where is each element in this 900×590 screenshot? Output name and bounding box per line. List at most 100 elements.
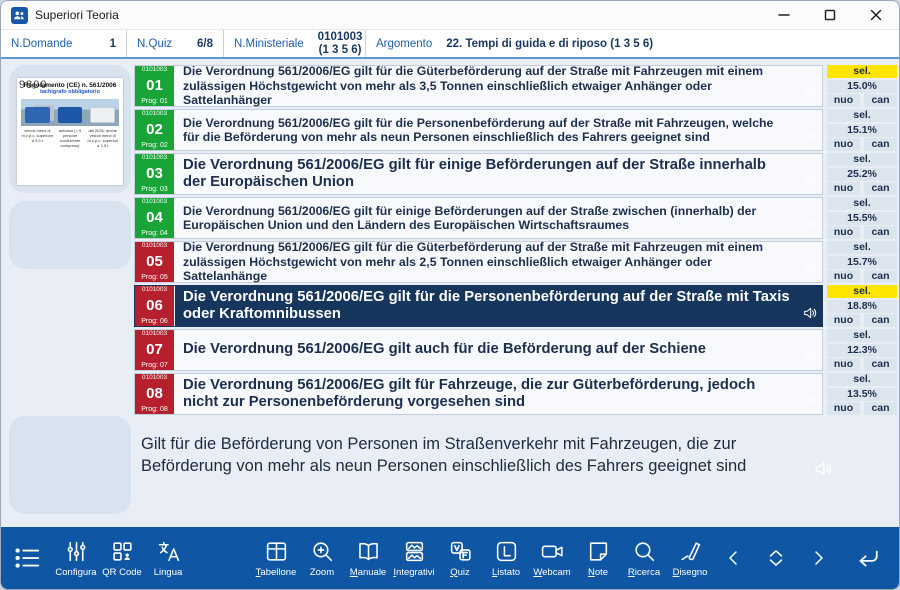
question-number: 04 (146, 209, 163, 227)
lingua-button[interactable]: Lingua (145, 539, 191, 578)
question-number: 02 (146, 121, 163, 139)
question-row[interactable]: 0101003 08 Prog: 08 Die Verordnung 561/2006… (134, 373, 823, 415)
speaker-icon[interactable] (798, 330, 822, 370)
toolbar-label: Quiz (450, 566, 470, 578)
sel-button[interactable]: sel. (827, 153, 897, 166)
image-title: Regolamento (CE) n. 561/2006 (23, 82, 117, 89)
field-value: 0101003 (1 3 5 6) (317, 30, 363, 56)
answer-speaker-icon[interactable] (813, 459, 833, 484)
can-button[interactable]: can (864, 402, 897, 415)
percentage: 15.7% (827, 255, 897, 269)
question-prog: Prog: 02 (141, 142, 168, 149)
manuale-button[interactable]: Integrativi Manuale (345, 539, 391, 578)
question-badge: 0101003 03 Prog: 03 (135, 154, 175, 194)
nuo-button[interactable]: nuo (827, 94, 860, 107)
sel-button[interactable]: sel. (827, 65, 897, 78)
percentage: 15.5% (827, 211, 897, 225)
nuo-button[interactable]: nuo (827, 138, 860, 151)
speaker-icon[interactable] (798, 110, 822, 150)
nuo-button[interactable]: nuo (827, 358, 860, 371)
can-button[interactable]: can (864, 94, 897, 107)
toolbar-label: Lingua (153, 566, 183, 578)
can-button[interactable]: can (864, 358, 897, 371)
sel-button[interactable]: sel. (827, 241, 897, 254)
question-stats: sel. 15.7% nuo can (827, 241, 897, 283)
speaker-icon[interactable] (798, 198, 822, 238)
nuo-button[interactable]: nuo (827, 270, 860, 283)
question-badge: 0101003 08 Prog: 08 (135, 374, 175, 414)
speaker-icon[interactable] (798, 66, 822, 106)
question-stats: sel. 25.2% nuo can (827, 153, 897, 195)
sel-button[interactable]: sel. (827, 373, 897, 386)
question-text: Die Verordnung 561/2006/EG gilt für eini… (183, 156, 766, 190)
question-image-card[interactable]: 9800 Regolamento (CE) n. 561/2006 tachig… (9, 65, 131, 193)
toolbar-label: Zoom (309, 566, 335, 578)
close-button[interactable] (853, 1, 899, 29)
tabellone-button[interactable]: Tabellone (253, 539, 299, 578)
percentage: 25.2% (827, 167, 897, 181)
maximize-button[interactable] (807, 1, 853, 29)
sel-button[interactable]: sel. (827, 285, 897, 298)
quiz-button[interactable]: Quiz (437, 539, 483, 578)
table-icon (266, 541, 286, 561)
question-row[interactable]: 0101003 04 Prog: 04 Die Verordnung 561/2006… (134, 197, 823, 239)
disegno-button[interactable]: Disegno (667, 539, 713, 578)
question-text: Die Verordnung 561/2006/EG gilt für die … (183, 64, 764, 108)
question-badge: 0101003 04 Prog: 04 (135, 198, 175, 238)
qr-code-button[interactable]: QR Code (99, 539, 145, 578)
can-button[interactable]: can (864, 270, 897, 283)
speaker-icon[interactable] (798, 154, 822, 194)
sel-button[interactable]: sel. (827, 329, 897, 342)
next-button[interactable] (797, 546, 839, 570)
question-row[interactable]: 0101003 07 Prog: 07 Die Verordnung 561/2006… (134, 329, 823, 371)
ricerca-button[interactable]: Ricerca (621, 539, 667, 578)
title-bar: Superiori Teoria (1, 1, 899, 29)
nuo-button[interactable]: nuo (827, 182, 860, 195)
sel-button[interactable]: sel. (827, 109, 897, 122)
can-button[interactable]: can (864, 182, 897, 195)
question-number: 05 (146, 253, 163, 271)
toolbar-label: Manuale (349, 566, 387, 578)
note-button[interactable]: Note (575, 539, 621, 578)
pen-draw-icon (680, 541, 700, 560)
configura-button[interactable]: Configura (53, 539, 99, 578)
nuo-button[interactable]: nuo (827, 226, 860, 239)
speaker-icon[interactable] (798, 286, 822, 326)
percentage: 18.8% (827, 299, 897, 313)
answer-text: Gilt für die Beförderung von Personen im… (141, 435, 747, 476)
question-text: Die Verordnung 561/2006/EG gilt für die … (183, 288, 790, 322)
webcam-icon (541, 545, 563, 557)
listato-button[interactable]: Listato (483, 539, 529, 578)
scroll-updown-button[interactable] (755, 545, 797, 571)
field-n-domande: N.Domande 1 (1, 30, 126, 57)
sel-button[interactable]: sel. (827, 197, 897, 210)
speaker-icon[interactable] (798, 242, 822, 282)
return-arrow-icon (859, 550, 878, 567)
field-value: 22. Tempi di guida e di riposo (1 3 5 6) (446, 37, 654, 50)
can-button[interactable]: can (864, 226, 897, 239)
minimize-button[interactable] (761, 1, 807, 29)
speaker-icon[interactable] (798, 374, 822, 414)
image-subtitle: tachigrafo obbligatorio (40, 89, 100, 95)
toolbar-label: Tabellone (255, 566, 297, 578)
integrativi-button[interactable]: Integrativi (391, 539, 437, 578)
can-button[interactable]: can (864, 138, 897, 151)
question-row[interactable]: 0101003 02 Prog: 02 Die Verordnung 561/2006… (134, 109, 823, 151)
webcam-button[interactable]: Webcam (529, 539, 575, 578)
question-row[interactable]: 0101003 05 Prog: 05 Die Verordnung 561/2006… (134, 240, 823, 283)
return-button[interactable] (839, 544, 897, 572)
previous-button[interactable] (713, 546, 755, 570)
nuo-button[interactable]: nuo (827, 314, 860, 327)
zoom-button[interactable]: Zoom (299, 539, 345, 578)
image-watermark: 9800 (19, 79, 48, 91)
stats-column: sel. 15.0% nuo can sel. 15.1% nuo can sel. 25.2% n… (827, 65, 897, 417)
can-button[interactable]: can (864, 314, 897, 327)
nuo-button[interactable]: nuo (827, 402, 860, 415)
question-row[interactable]: 0101003 03 Prog: 03 Die Verordnung 561/2006… (134, 153, 823, 195)
question-stats: sel. 15.5% nuo can (827, 197, 897, 239)
menu-button[interactable] (1, 543, 53, 573)
menu-list-icon (15, 548, 40, 568)
question-row[interactable]: 0101003 06 Prog: 06 Die Verordnung 561/2006… (134, 285, 823, 327)
question-row[interactable]: 0101003 01 Prog: 01 Die Verordnung 561/2006… (134, 64, 823, 108)
open-book-icon (358, 542, 378, 560)
